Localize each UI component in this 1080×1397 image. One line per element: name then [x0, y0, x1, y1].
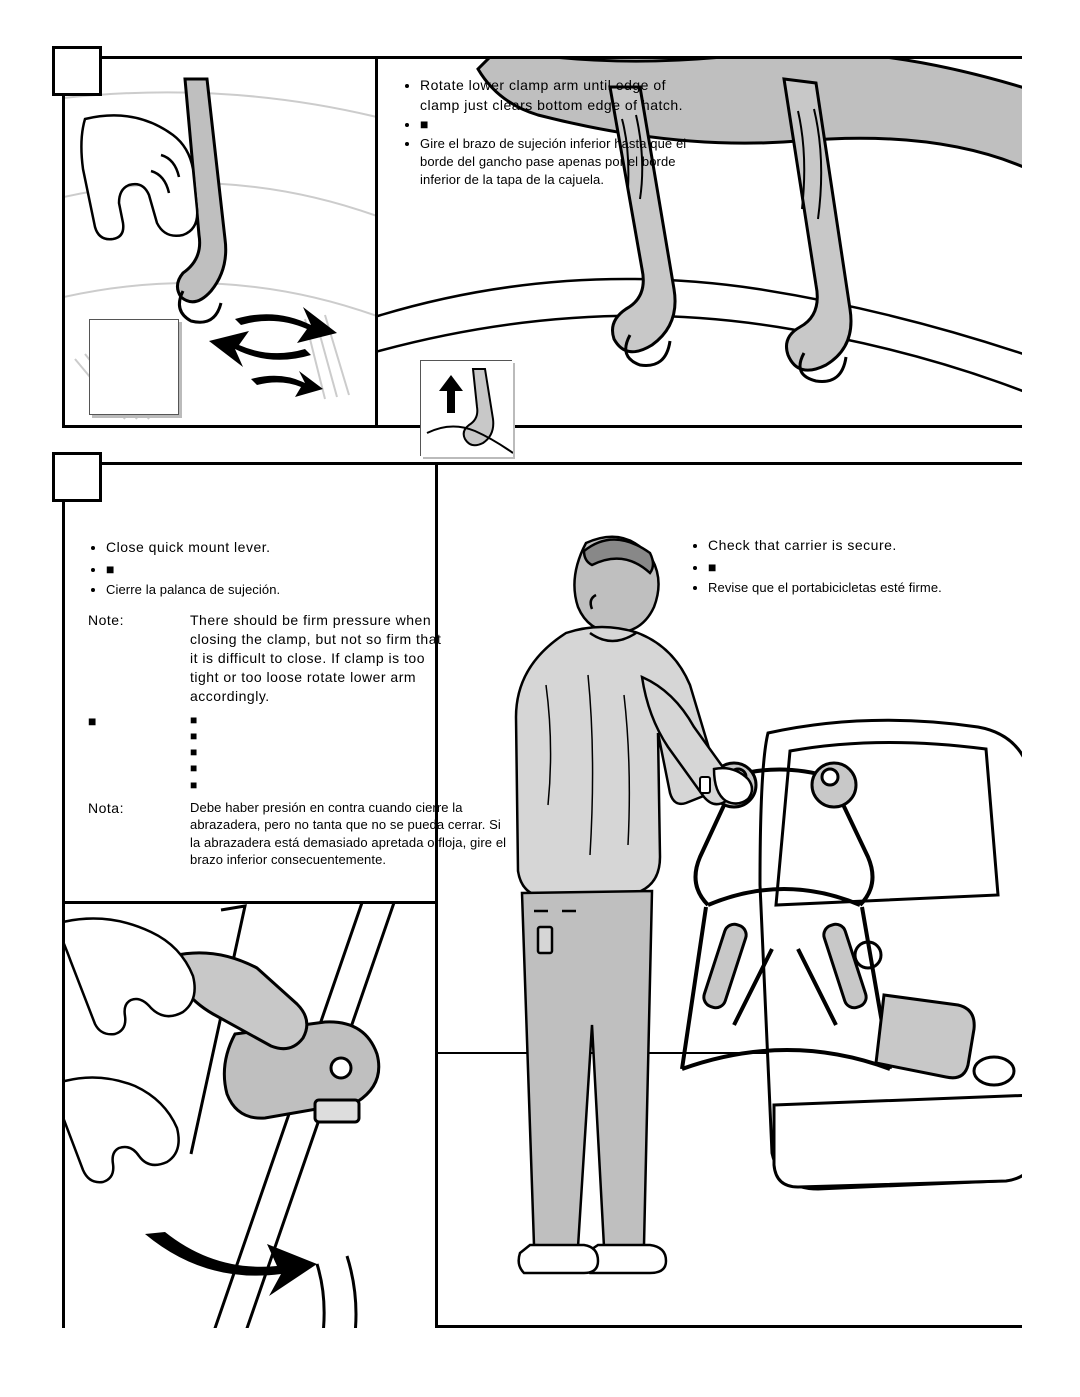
bullet-es-2: Cierre la palanca de sujeción.: [106, 581, 508, 599]
note-fr-row: ■ ■■■■■: [88, 712, 508, 793]
instruction-page: Rotate lower clamp arm until edge of cla…: [0, 0, 1080, 1397]
step-number-box-2: [52, 452, 102, 502]
bullet-fr-placeholder: ■: [420, 117, 692, 132]
note-label-en: Note:: [88, 611, 160, 630]
step-number-box-1: [52, 46, 102, 96]
note-body-fr: ■■■■■: [190, 712, 450, 793]
bullet-en-3: Check that carrier is secure.: [708, 536, 1010, 556]
illustration-close-lever: [65, 904, 435, 1328]
note-body-es: Debe haber presión en contra cuando cier…: [190, 799, 508, 869]
text-step-top: Rotate lower clamp arm until edge of cla…: [402, 76, 692, 191]
note-label-fr: ■: [88, 712, 160, 731]
bullet-en-2: Close quick mount lever.: [106, 538, 508, 558]
bullet-es: Gire el brazo de sujeción inferior hasta…: [420, 135, 692, 190]
bullet-fr-placeholder-3: ■: [708, 558, 1010, 578]
inset-clamp-detail: [420, 360, 512, 456]
note-es-row: Nota: Debe haber presión en contra cuand…: [88, 799, 508, 869]
note-label-es: Nota:: [88, 799, 160, 818]
note-body-en: There should be firm pressure when closi…: [190, 611, 450, 705]
text-step-bottom-right: Check that carrier is secure. ■ Revise q…: [690, 536, 1010, 599]
bullet-es-3: Revise que el portabicicletas esté firme…: [708, 579, 1010, 597]
note-en-row: Note: There should be firm pressure when…: [88, 611, 508, 705]
inset-detail: [89, 319, 179, 415]
bullet-en: Rotate lower clamp arm until edge of cla…: [420, 76, 692, 115]
text-step-bottom-left: Close quick mount lever. ■ Cierre la pal…: [88, 538, 508, 869]
bullet-fr-placeholder-2: ■: [106, 560, 508, 580]
inset-svg: [421, 361, 513, 457]
